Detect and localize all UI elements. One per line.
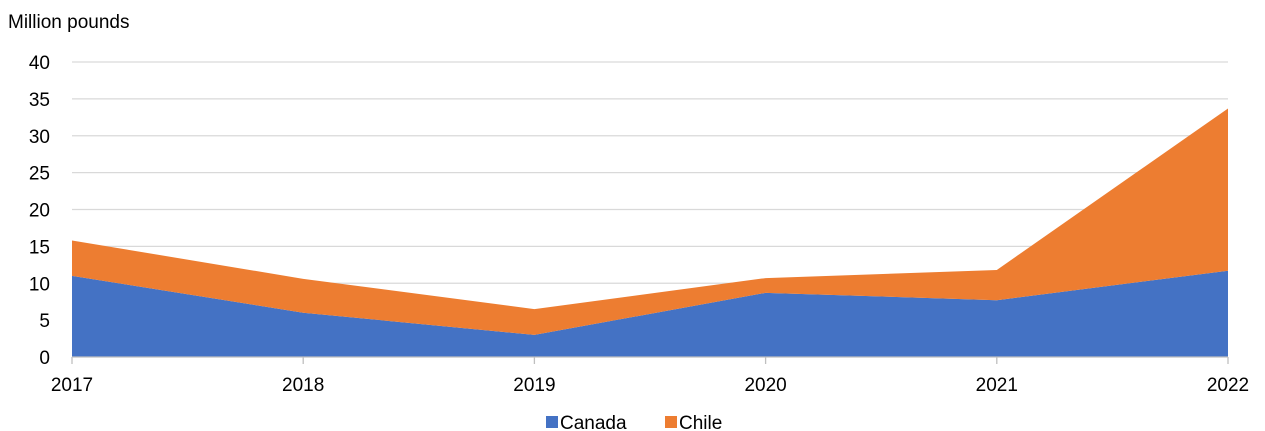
legend: Canada Chile: [546, 413, 722, 431]
x-tick-label: 2017: [51, 375, 93, 396]
y-tick-label: 40: [29, 53, 50, 74]
area-series-canada: [72, 270, 1228, 357]
y-tick-label: 35: [29, 90, 50, 111]
legend-label-chile: Chile: [679, 413, 722, 431]
y-tick-label: 10: [29, 274, 50, 295]
y-tick-label: 0: [39, 348, 50, 369]
x-tick-label: 2019: [513, 375, 555, 396]
y-axis-label: Million pounds: [8, 12, 129, 33]
legend-swatch-canada: [546, 416, 558, 428]
y-tick-label: 20: [29, 201, 50, 222]
y-tick-label: 15: [29, 237, 50, 258]
area-series-chile: [72, 108, 1228, 335]
legend-swatch-chile: [665, 416, 677, 428]
area-series: [72, 108, 1228, 357]
x-tick-label: 2022: [1207, 375, 1249, 396]
legend-label-canada: Canada: [560, 413, 627, 431]
y-axis-tick-labels: 0 5 10 15 20 25 30 35 40: [29, 53, 50, 369]
y-tick-label: 25: [29, 164, 50, 185]
y-tick-label: 5: [39, 311, 50, 332]
x-axis: [71, 356, 1229, 364]
x-axis-tick-labels: 2017 2018 2019 2020 2021 2022: [51, 375, 1249, 396]
x-tick-label: 2020: [744, 375, 786, 396]
y-tick-label: 30: [29, 127, 50, 148]
x-tick-label: 2018: [282, 375, 324, 396]
x-tick-label: 2021: [976, 375, 1018, 396]
